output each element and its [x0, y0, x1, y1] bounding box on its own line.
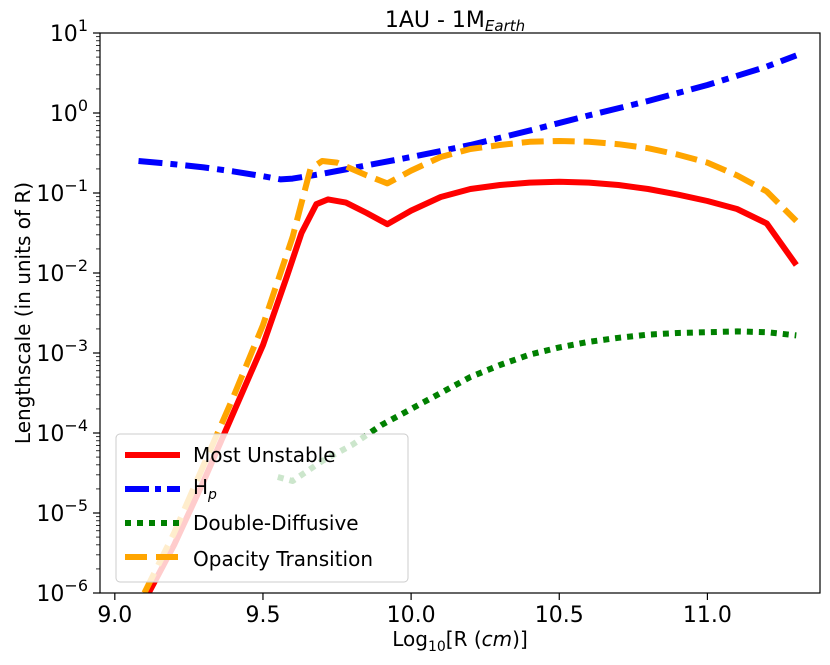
y-axis-ticks: 10−6 10−5 10−4 10−3 10−2 10−1 100 101: [36, 16, 100, 607]
x-axis-label: Log10[R (cm)]: [392, 627, 528, 655]
x-tick-label: 10.5: [535, 603, 584, 628]
y-tick-label: 10−5: [36, 496, 88, 527]
y-tick-label: 100: [50, 96, 88, 127]
x-tick-label: 9.0: [97, 603, 132, 628]
series-line-h: [138, 52, 798, 183]
x-axis-ticks: 9.0 9.5 10.0 10.5 11.0: [97, 593, 732, 628]
y-tick-label: 10−1: [36, 176, 88, 207]
chart-title: 1AU - 1MEarth: [385, 8, 525, 35]
y-tick-label: 10−4: [36, 416, 88, 447]
legend-label-hp: Hp: [193, 475, 217, 503]
y-tick-label: 10−2: [36, 256, 88, 287]
x-tick-label: 10.0: [387, 603, 436, 628]
y-tick-label: 10−6: [36, 576, 88, 607]
chart-title-subscript: Earth: [485, 17, 525, 35]
legend-label-double-diffusive: Double-Diffusive: [193, 511, 359, 535]
y-tick-label: 101: [50, 16, 88, 47]
plot-frame: [99, 32, 821, 594]
x-tick-label: 11.0: [683, 603, 732, 628]
legend-label-most-unstable: Most Unstable: [193, 443, 336, 467]
y-axis-label: Lengthscale (in units of R): [11, 182, 35, 444]
series-line-most-unstable: [145, 178, 799, 593]
legend-label-opacity-transition: Opacity Transition: [193, 547, 373, 571]
x-tick-label: 9.5: [245, 603, 280, 628]
legend: Most Unstable Hp Double-Diffusive Opacit…: [115, 433, 409, 583]
y-tick-label: 10−3: [36, 336, 88, 367]
legend-box: [115, 433, 409, 583]
